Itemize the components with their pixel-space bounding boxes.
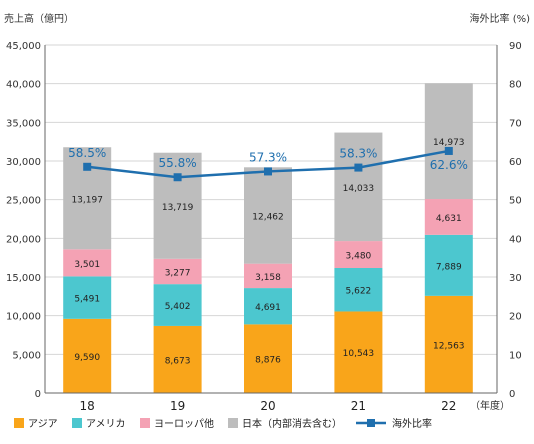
y-right-tick-label: 90	[509, 41, 522, 52]
y-right-tick-label: 30	[509, 273, 522, 284]
y-left-tick-label: 35,000	[6, 118, 41, 129]
ratio-point	[264, 167, 272, 176]
bar-segment	[153, 284, 202, 326]
y-right-tick-label: 0	[509, 389, 515, 400]
bar-value-label: 13,197	[71, 195, 103, 205]
bar-value-label: 8,673	[165, 356, 191, 366]
bar-segment	[334, 241, 383, 268]
y-left-tick-label: 30,000	[6, 157, 41, 168]
y-left-tick-label: 0	[35, 389, 41, 400]
bar-value-label: 3,277	[165, 268, 191, 278]
y-right-tick-label: 60	[509, 157, 522, 168]
bar-segment	[334, 267, 383, 312]
y-right-tick-label: 80	[509, 80, 522, 91]
ratio-label: 57.3%	[249, 150, 287, 164]
bar-segment	[153, 325, 202, 393]
bar-value-label: 5,402	[165, 302, 191, 312]
ratio-label: 62.6%	[430, 158, 468, 172]
bar-value-label: 10,543	[343, 349, 375, 359]
y-left-tick-label: 25,000	[6, 196, 41, 207]
legend-swatch	[228, 418, 238, 428]
y-right-tick-label: 50	[509, 196, 522, 207]
bar-value-label: 4,631	[436, 214, 462, 224]
axes: 0 5,000 10,000 15,000 20,000 25,000 30,000 35,0…	[6, 41, 522, 413]
y-right-tick-label: 10	[509, 350, 522, 361]
ratio-point	[444, 146, 453, 155]
legend: アジア アメリカ ヨーロッパ他 日本（内部消去含む） 海外比率	[14, 417, 432, 430]
bar-segment	[424, 234, 473, 296]
legend-label: アメリカ	[86, 418, 126, 430]
x-tick-label: 18	[80, 399, 95, 413]
bar-segment	[244, 324, 292, 393]
ratio-label: 58.3%	[339, 147, 377, 161]
bar-segment	[334, 132, 383, 242]
bar-segment	[334, 311, 383, 393]
ratio-point	[83, 162, 92, 171]
bar-value-label: 3,501	[74, 260, 100, 270]
bar-value-label: 14,973	[433, 138, 465, 148]
bar-value-label: 12,563	[433, 341, 465, 351]
x-tick-label: 19	[170, 399, 185, 413]
bar-value-label: 4,691	[255, 303, 281, 313]
bar-value-label: 3,480	[346, 252, 372, 262]
y-right-axis-title: 海外比率 (%)	[470, 12, 531, 25]
bar-segment	[63, 318, 112, 393]
bar-segment	[424, 199, 473, 235]
ratio-point	[354, 163, 363, 172]
legend-label: 日本（内部消去含む）	[242, 417, 342, 430]
y-left-tick-label: 20,000	[6, 234, 41, 245]
legend-swatch	[72, 418, 82, 428]
y-left-tick-label: 45,000	[6, 41, 41, 52]
x-axis-unit: （年度）	[470, 399, 510, 412]
y-left-tick-label: 15,000	[6, 273, 41, 284]
y-left-tick-label: 40,000	[6, 80, 41, 91]
stacked-bars	[63, 83, 473, 393]
bar-segment	[63, 249, 112, 277]
legend-label: ヨーロッパ他	[154, 417, 214, 430]
ratio-point	[173, 173, 182, 182]
bar-value-label: 7,889	[436, 262, 462, 272]
bar-value-label: 14,033	[343, 184, 375, 194]
bar-segment	[244, 288, 292, 325]
bar-segment	[424, 295, 473, 393]
data-labels: 9,590 5,491 3,501 13,197 8,673 5,402 3,277 13,7…	[68, 138, 468, 366]
bar-value-label: 9,590	[74, 353, 100, 363]
y-right-tick-label: 20	[509, 312, 522, 323]
legend-label: 海外比率	[392, 417, 432, 430]
y-left-tick-label: 10,000	[6, 312, 41, 323]
x-tick-label: 21	[351, 399, 366, 413]
y-left-axis-title: 売上高（億円）	[4, 12, 74, 25]
overseas-ratio-line	[83, 146, 453, 182]
legend-line-marker	[367, 419, 375, 427]
bar-value-label: 12,462	[252, 212, 284, 222]
bar-value-label: 3,158	[255, 273, 281, 283]
bar-value-label: 5,491	[74, 295, 100, 305]
legend-swatch	[140, 418, 150, 428]
legend-label: アジア	[28, 419, 58, 430]
bar-segment	[153, 258, 202, 285]
bar-segment	[244, 167, 292, 264]
bar-segment	[244, 263, 292, 289]
bar-segment	[63, 276, 112, 319]
bar-value-label: 13,719	[162, 203, 194, 213]
y-right-tick-label: 70	[509, 118, 522, 129]
y-right-tick-label: 40	[509, 234, 522, 245]
x-tick-label: 22	[441, 399, 456, 413]
bar-segment	[424, 83, 473, 200]
bar-segment	[153, 152, 202, 259]
legend-swatch	[14, 418, 24, 428]
ratio-label: 55.8%	[159, 156, 197, 170]
bar-value-label: 5,622	[346, 287, 372, 297]
x-tick-label: 20	[260, 399, 275, 413]
y-left-tick-label: 5,000	[12, 350, 41, 361]
bar-value-label: 8,876	[255, 356, 281, 366]
ratio-label: 58.5%	[68, 146, 106, 160]
